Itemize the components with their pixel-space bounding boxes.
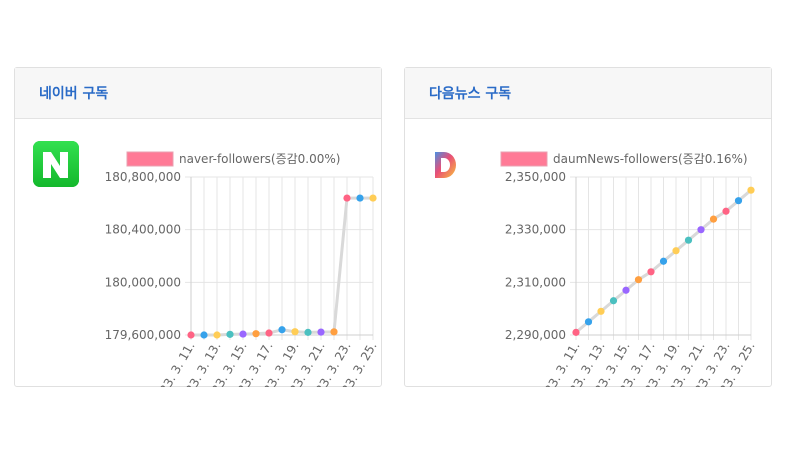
data-point [597, 307, 605, 315]
daum-chart: daumNews-followers(증감0.16%) 2,290,000 2,31… [435, 151, 758, 409]
data-point [187, 331, 195, 339]
y-tick-label: 2,350,000 [505, 170, 566, 184]
data-point [609, 297, 618, 305]
data-point [317, 328, 325, 336]
data-point [734, 197, 743, 205]
data-point [213, 331, 221, 339]
daum-card: 다음뉴스 구독 daumNews-followers(증감0.16%) 2,290… [404, 67, 772, 409]
daum-card-header: 다음뉴스 구독 [405, 68, 771, 119]
legend-swatch [126, 151, 174, 167]
naver-logo-icon [33, 141, 79, 187]
daum-card-body: daumNews-followers(증감0.16%) 2,290,000 2,31… [405, 119, 771, 409]
y-tick-label: 180,000,000 [105, 275, 181, 289]
data-point [343, 194, 351, 202]
data-point [622, 286, 630, 294]
data-point [697, 226, 705, 234]
data-point [291, 328, 299, 336]
daum-logo-icon [435, 152, 456, 178]
data-point [572, 328, 580, 336]
data-point [584, 318, 593, 326]
naver-card-title: 네이버 구독 [39, 86, 109, 102]
data-point [356, 194, 364, 202]
data-point [647, 268, 655, 276]
data-point [239, 330, 247, 338]
naver-card-header: 네이버 구독 [15, 68, 381, 119]
data-point [226, 330, 234, 338]
data-point [747, 186, 755, 194]
y-tick-label: 179,600,000 [105, 328, 181, 342]
y-tick-label: 180,400,000 [105, 223, 181, 237]
data-point [330, 328, 338, 336]
data-point [278, 326, 286, 334]
daum-card-title: 다음뉴스 구독 [429, 86, 512, 102]
data-point [634, 276, 643, 284]
legend-label: naver-followers(증감0.00%) [179, 152, 340, 166]
y-tick-label: 2,330,000 [505, 223, 566, 237]
legend-label: daumNews-followers(증감0.16%) [553, 152, 748, 166]
data-point [672, 247, 680, 255]
data-point [722, 207, 730, 215]
y-tick-label: 2,290,000 [505, 328, 566, 342]
naver-card: 네이버 구독 naver-followers(증감0.00%) 179,600,0… [14, 67, 382, 409]
naver-card-body: naver-followers(증감0.00%) 179,600,000 180,0… [15, 119, 381, 409]
legend-swatch [500, 151, 548, 167]
naver-plot: naver-followers(증감0.00%) 179,600,000 180,0… [105, 151, 380, 409]
data-point [252, 330, 260, 338]
data-point [684, 236, 693, 244]
data-point [304, 328, 312, 336]
data-point [265, 329, 273, 337]
data-point [200, 331, 208, 339]
data-point [369, 194, 377, 202]
daum-plot: daumNews-followers(증감0.16%) 2,290,000 2,31… [500, 151, 758, 409]
data-point [709, 215, 718, 223]
y-tick-label: 2,310,000 [505, 275, 566, 289]
data-point [659, 257, 668, 265]
y-tick-label: 180,800,000 [105, 170, 181, 184]
naver-chart: naver-followers(증감0.00%) 179,600,000 180,0… [33, 141, 380, 409]
